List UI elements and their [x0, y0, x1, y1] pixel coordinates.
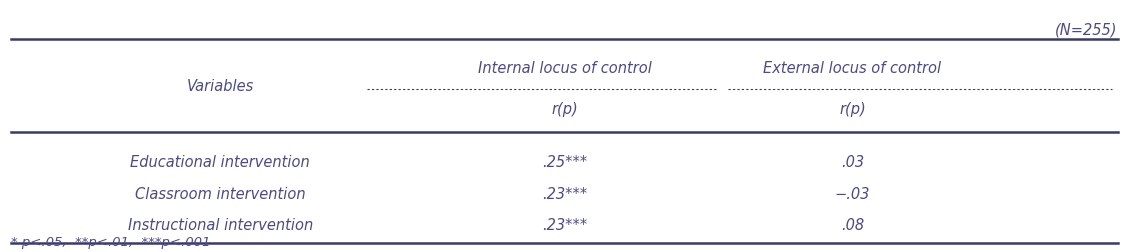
- Text: External locus of control: External locus of control: [763, 60, 942, 76]
- Text: .25***: .25***: [542, 155, 587, 170]
- Text: .08: .08: [841, 218, 864, 233]
- Text: r(p): r(p): [551, 102, 578, 117]
- Text: .03: .03: [841, 155, 864, 170]
- Text: Classroom intervention: Classroom intervention: [134, 186, 306, 202]
- Text: .23***: .23***: [542, 186, 587, 202]
- Text: Educational intervention: Educational intervention: [130, 155, 310, 170]
- Text: −.03: −.03: [834, 186, 870, 202]
- Text: Variables: Variables: [186, 79, 254, 94]
- Text: * p<.05,  **p<.01,  ***p<.001: * p<.05, **p<.01, ***p<.001: [11, 236, 211, 249]
- Text: .23***: .23***: [542, 218, 587, 233]
- Text: r(p): r(p): [839, 102, 866, 117]
- Text: Internal locus of control: Internal locus of control: [478, 60, 651, 76]
- Text: Instructional intervention: Instructional intervention: [128, 218, 313, 233]
- Text: (N=255): (N=255): [1056, 23, 1118, 38]
